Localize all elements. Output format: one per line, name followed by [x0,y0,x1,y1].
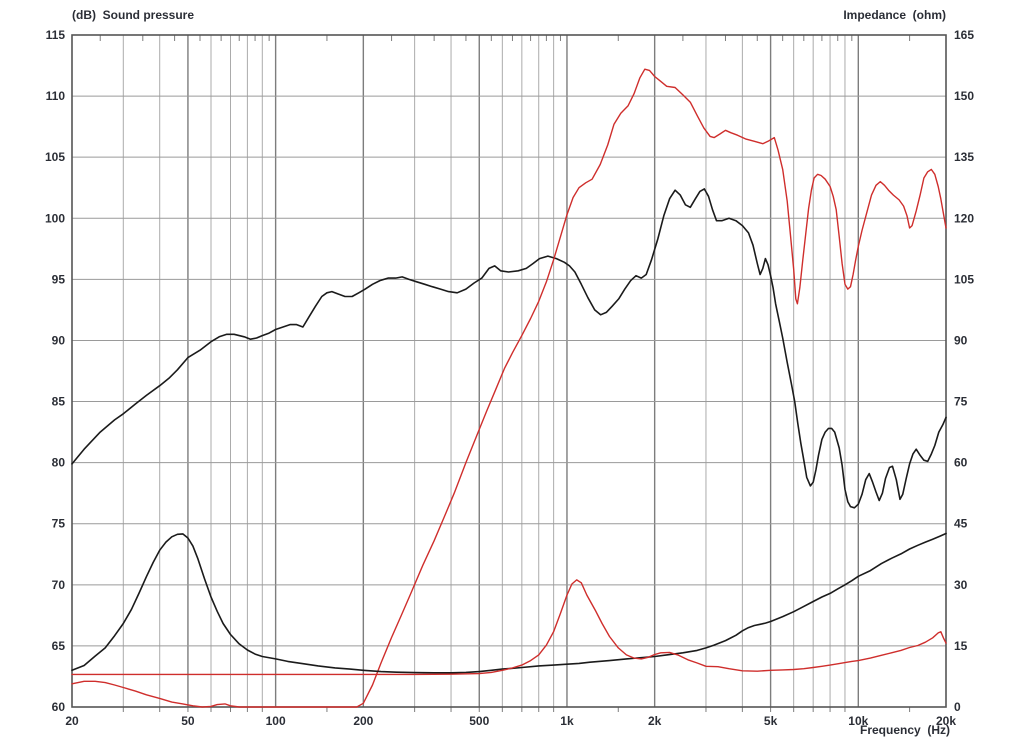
black-spl-curve [71,188,947,509]
y-right-tick-label: 90 [954,333,968,347]
x-tick-label: 2k [648,714,662,728]
y-right-tick-label: 60 [954,456,968,470]
y-left-tick-label: 70 [52,578,66,592]
x-tick-label: 500 [469,714,489,728]
y-left-tick-label: 80 [52,456,66,470]
plot-border [71,34,947,708]
black-impedance-curve [71,532,947,674]
y-right-tick-label: 45 [954,517,968,531]
x-tick-label: 1k [560,714,574,728]
y-right-tick-label: 135 [954,150,974,164]
y-right-tick-label: 0 [954,700,961,714]
x-tick-label: 20 [65,714,79,728]
red-impedance-curve [71,579,947,676]
x-tick-label: 200 [353,714,373,728]
red-spl-curve [71,68,947,708]
y-left-tick-label: 60 [52,700,66,714]
x-tick-label: 100 [266,714,286,728]
y-right-tick-label: 165 [954,28,974,42]
y-right-tick-label: 75 [954,395,968,409]
y-left-tick-label: 90 [52,333,66,347]
y-left-tick-label: 95 [52,272,66,286]
y-right-tick-label: 105 [954,272,974,286]
x-tick-label: 5k [764,714,778,728]
y-right-tick-label: 15 [954,639,968,653]
x-tick-label: 50 [181,714,195,728]
x-axis-title: Frequency (Hz) [859,723,950,737]
left-axis-title: (dB) Sound pressure [72,8,195,22]
x-tick-label: 20k [936,714,956,728]
y-left-tick-label: 75 [52,517,66,531]
y-left-tick-label: 110 [46,89,66,103]
x-tick-label: 10k [848,714,868,728]
right-axis-title: Impedance (ohm) [843,8,946,22]
y-left-tick-label: 105 [45,150,65,164]
y-left-tick-label: 115 [46,28,66,42]
y-left-tick-label: 85 [52,395,66,409]
y-left-tick-label: 100 [45,211,65,225]
y-right-tick-label: 150 [954,89,974,103]
y-left-tick-label: 65 [52,639,66,653]
y-right-tick-label: 120 [954,211,974,225]
y-right-tick-label: 30 [954,578,968,592]
